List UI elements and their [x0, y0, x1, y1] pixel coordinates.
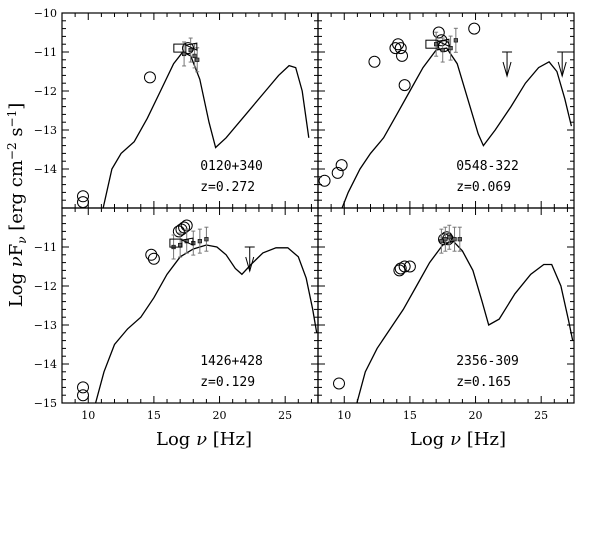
data-point-dot: [192, 53, 197, 58]
x-axis-title-left: Log ν [Hz]: [156, 429, 252, 450]
panel-2356-309: 10 15 20 25 2356-309 z=0.165: [317, 207, 575, 422]
panel-0548-322: 0548-322 z=0.069: [317, 12, 575, 209]
panel-1426+428: 10 15 20 25 −11 −12 −13 −14 −15 1426+428 z=0.129: [34, 207, 319, 422]
data-point-circle: [403, 260, 416, 273]
y-tick-label: −11: [34, 241, 57, 254]
model-curve: [102, 51, 310, 208]
data-point-dot: [453, 38, 458, 43]
data-bowtie: [436, 38, 450, 47]
data-point-dot: [443, 237, 448, 242]
data-point-circle: [77, 381, 90, 394]
x-tick-label: 25: [278, 409, 292, 422]
data-point-circle: [392, 38, 405, 51]
data-point-circle: [468, 22, 481, 35]
y-tick-label: −10: [34, 7, 57, 20]
x-tick-label: 20: [213, 409, 227, 422]
source-name: 0548-322: [456, 159, 519, 174]
data-point-box: [169, 238, 183, 248]
upper-limit-arrow: [557, 61, 567, 78]
model-curve: [341, 47, 573, 208]
y-tick-label: −13: [34, 124, 57, 137]
y-tick-label: −12: [34, 280, 57, 293]
panel-frame: [317, 207, 575, 404]
x-tick-label: 25: [534, 409, 548, 422]
panel-0120+340: −10 −11 −12 −13 −14 0120+340 z=0.272: [34, 7, 319, 209]
panel-frame: [317, 12, 575, 209]
upper-limit-arrow: [502, 61, 512, 78]
data-point-circle: [333, 377, 346, 390]
source-redshift: z=0.165: [456, 375, 511, 390]
data-point-dot: [439, 239, 444, 244]
x-tick-label: 10: [81, 409, 95, 422]
data-point-circle: [432, 26, 445, 39]
x-tick-label: 15: [147, 409, 161, 422]
y-tick-label: −11: [34, 46, 57, 59]
data-point-dot: [440, 47, 445, 53]
panel-frame: [61, 207, 319, 404]
y-axis-title: Log νFν [erg cm−2 s−1]: [5, 103, 29, 308]
data-point-dot: [448, 45, 453, 51]
y-tick-label: −14: [34, 358, 57, 371]
source-name: 1426+428: [200, 354, 263, 369]
data-bowtie: [184, 42, 198, 51]
data-point-dot: [447, 235, 452, 240]
data-point-circle: [394, 42, 407, 55]
x-axis-title-right: Log ν [Hz]: [410, 429, 506, 450]
y-tick-label: −12: [34, 85, 57, 98]
data-point-circle: [77, 190, 90, 203]
data-point-circle: [318, 174, 331, 187]
data-point-circle: [398, 79, 411, 92]
data-point-dot: [181, 51, 187, 57]
source-name: 0120+340: [200, 159, 263, 174]
data-point-circle: [331, 166, 344, 179]
model-curve: [356, 240, 574, 403]
data-point-box: [425, 39, 439, 49]
data-point-dot: [204, 237, 209, 242]
data-bowtie: [180, 237, 194, 246]
data-point-circle: [335, 159, 348, 172]
x-tick-label: 15: [403, 409, 417, 422]
data-point-circle: [147, 252, 160, 265]
data-point-circle: [143, 71, 156, 84]
upper-limit-arrow: [245, 256, 255, 273]
y-tick-label: −15: [34, 397, 57, 410]
y-tick-label: −14: [34, 163, 57, 176]
svg-text:Log ν [Hz]: Log ν [Hz]: [156, 429, 252, 450]
data-point-circle: [77, 389, 90, 402]
panel-frame: [61, 12, 319, 209]
x-tick-label: 10: [337, 409, 351, 422]
data-point-circle: [145, 248, 158, 261]
y-tick-label: −13: [34, 319, 57, 332]
svg-text:Log νFν [erg cm−2 s−1]: Log νFν [erg cm−2 s−1]: [5, 103, 29, 308]
source-redshift: z=0.069: [456, 180, 511, 195]
source-name: 2356-309: [456, 354, 519, 369]
data-point-dot: [457, 237, 462, 242]
model-curve: [94, 244, 318, 403]
data-point-circle: [178, 221, 191, 234]
data-point-dot: [188, 47, 193, 53]
data-point-circle: [398, 260, 411, 273]
svg-text:Log ν [Hz]: Log ν [Hz]: [410, 429, 506, 450]
data-point-circle: [396, 49, 409, 62]
source-redshift: z=0.129: [200, 375, 255, 390]
data-point-circle: [368, 55, 381, 68]
data-point-box: [173, 43, 187, 53]
x-tick-label: 20: [469, 409, 483, 422]
data-point-dot: [452, 237, 457, 242]
data-point-dot: [197, 239, 202, 244]
source-redshift: z=0.272: [200, 180, 255, 195]
data-point-dot: [195, 57, 200, 62]
data-point-circle: [389, 42, 402, 55]
